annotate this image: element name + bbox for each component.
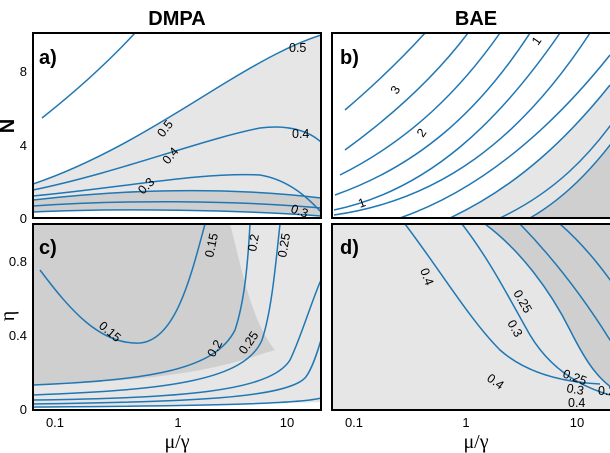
x-axis-label-right: μ/γ — [463, 431, 488, 453]
panel-d-frame — [331, 223, 610, 411]
panel-b-contour-3 — [339, 33, 501, 176]
panel-d-contour-025 — [484, 224, 610, 388]
panel-a-contour-label-1: 0.5 — [289, 41, 306, 55]
panel-a: 0.5 0.5 0.4 0.4 0.3 0.3 a) — [33, 33, 321, 221]
panel-b-contour-7 — [399, 54, 610, 218]
panel-b-contour-10 — [529, 143, 610, 218]
panel-b-contour-label-4: 1 — [356, 195, 367, 211]
panel-c-ytick-1: 0.4 — [9, 328, 27, 343]
panel-d-contour-e — [519, 224, 610, 341]
panel-c-contour-015 — [39, 224, 206, 344]
column-title-dmpa: DMPA — [148, 8, 205, 30]
panel-d-contour-03 — [461, 224, 610, 396]
panel-c-xtick-0: 0.1 — [46, 415, 64, 430]
panel-d-letter: d) — [340, 237, 359, 259]
panel-b-high-region — [530, 145, 610, 218]
panel-d-contour-label-7: 0.4 — [568, 396, 585, 410]
panel-c-ytick-0: 0 — [20, 402, 27, 417]
panel-c-contour-025 — [33, 224, 281, 396]
panel-b-letter: b) — [340, 47, 359, 69]
panel-a-contour-label-6: 0.3 — [289, 202, 310, 221]
panel-d-contour-f — [559, 224, 610, 281]
panel-d-contour-label-8: 0.2 — [598, 384, 610, 398]
panel-d-xtick-2: 10 — [570, 415, 584, 430]
panel-b-contour-8 — [449, 84, 610, 218]
panel-a-ytick-1: 4 — [20, 138, 27, 153]
panel-b-mid-region — [450, 85, 610, 218]
panel-c: 0.15 0.2 0.25 0.15 0.2 0.25 c) — [33, 224, 321, 410]
y-axis-label-top: N — [0, 119, 19, 133]
panel-a-contour-04 — [33, 126, 321, 191]
panel-b-contour-6 — [333, 33, 591, 216]
panel-a-ytick-2: 8 — [20, 64, 27, 79]
panel-a-contour-top — [41, 33, 136, 119]
panel-a-contour-05 — [33, 34, 321, 185]
panel-d-xtick-1: 1 — [462, 415, 469, 430]
panel-c-contour-label-2: 0.2 — [245, 233, 262, 253]
panel-a-low-band — [33, 209, 321, 218]
panel-c-contour-label-3: 0.25 — [275, 232, 293, 258]
panel-a-contour-b — [33, 200, 321, 209]
panel-c-contour-e — [33, 339, 321, 405]
panel-b-contour-4 — [334, 33, 531, 196]
panel-c-contour-02 — [33, 224, 251, 386]
panel-c-contour-label-1: 0.15 — [202, 232, 221, 259]
panel-d-contour-label-1: 0.4 — [417, 266, 436, 287]
panel-d: 0.4 0.25 0.3 0.25 0.3 0.4 0.4 0.2 d) — [332, 224, 610, 410]
panel-c-xtick-2: 10 — [280, 415, 294, 430]
panel-b-contour-9 — [499, 124, 610, 218]
panel-d-contour-04-upper — [404, 224, 601, 385]
panel-c-contour-f — [33, 397, 321, 408]
panel-b-frame — [331, 32, 610, 219]
panel-c-dark-region — [33, 224, 275, 385]
panel-a-frame — [32, 32, 322, 219]
panel-a-letter: a) — [39, 47, 57, 69]
panel-c-ytick-2: 0.8 — [9, 254, 27, 269]
panel-a-contour-a — [33, 189, 321, 201]
panel-b: 1 3 2 1 b) — [332, 33, 610, 218]
column-title-bae: BAE — [455, 8, 497, 30]
panel-a-contour-c — [33, 209, 321, 217]
panel-b-contour-5 — [333, 33, 561, 211]
panel-a-contour-label-3: 0.4 — [292, 127, 309, 141]
panel-c-frame — [32, 223, 322, 411]
panel-c-xtick-1: 1 — [174, 415, 181, 430]
panel-b-contour-2 — [344, 33, 469, 151]
panel-a-contour-03 — [33, 173, 321, 213]
x-axis-label-left: μ/γ — [164, 431, 189, 453]
panel-c-letter: c) — [39, 237, 57, 259]
panel-c-contour-d — [33, 279, 321, 401]
panel-b-contour-1 — [344, 33, 426, 111]
panel-d-contour-label-5: 0.3 — [565, 381, 585, 398]
y-axis-label-bottom: η — [0, 311, 19, 321]
panel-d-xtick-0: 0.1 — [345, 415, 363, 430]
panel-a-ytick-0: 0 — [20, 211, 27, 226]
